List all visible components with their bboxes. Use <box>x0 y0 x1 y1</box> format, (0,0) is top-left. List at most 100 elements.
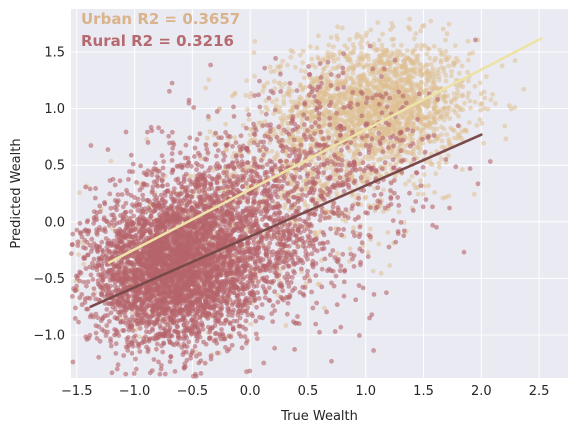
urban-point <box>328 165 334 171</box>
urban-point <box>317 180 322 186</box>
urban-point <box>451 91 457 97</box>
urban-point <box>283 323 289 328</box>
urban-point <box>295 137 300 143</box>
urban-point <box>308 44 313 50</box>
urban-point <box>444 31 450 37</box>
urban-point <box>342 96 348 102</box>
rural-point <box>127 215 133 221</box>
rural-point <box>118 259 124 265</box>
urban-point <box>305 203 311 209</box>
urban-point <box>477 80 483 86</box>
rural-point <box>188 355 194 361</box>
rural-point <box>147 216 153 222</box>
urban-point <box>335 24 340 30</box>
urban-point <box>420 191 426 197</box>
urban-point <box>432 58 437 64</box>
urban-point <box>398 78 404 84</box>
urban-point <box>345 46 350 51</box>
urban-point <box>376 241 382 247</box>
urban-point <box>321 88 327 94</box>
urban-point <box>432 85 438 91</box>
urban-point <box>488 97 494 103</box>
urban-point <box>289 99 294 104</box>
urban-point <box>423 88 428 94</box>
urban-point <box>382 113 388 119</box>
rural-point <box>89 236 95 242</box>
urban-point <box>376 37 382 43</box>
urban-point <box>479 101 485 106</box>
rural-point <box>165 182 170 188</box>
urban-point <box>368 27 374 33</box>
urban-point <box>349 119 354 125</box>
urban-point <box>429 79 435 84</box>
urban-point <box>364 110 370 116</box>
urban-point <box>389 37 395 42</box>
urban-point <box>334 115 340 121</box>
urban-point <box>303 69 308 74</box>
urban-point <box>382 155 388 160</box>
rural-point <box>256 279 261 285</box>
urban-point <box>447 116 453 121</box>
rural-point <box>91 292 96 297</box>
urban-point <box>356 134 361 140</box>
urban-point <box>207 129 213 135</box>
urban-point <box>388 27 393 32</box>
urban-point <box>391 124 396 130</box>
urban-point <box>380 31 385 37</box>
rural-point <box>112 327 117 332</box>
urban-point <box>441 126 447 132</box>
urban-point <box>368 226 373 232</box>
urban-point <box>415 125 421 131</box>
urban-point <box>405 109 411 115</box>
urban-point <box>346 66 352 71</box>
urban-point <box>481 89 487 95</box>
rural-point <box>121 353 127 358</box>
urban-point <box>460 107 466 112</box>
urban-point <box>314 79 320 85</box>
rural-point <box>229 342 235 348</box>
urban-point <box>493 101 498 106</box>
urban-point <box>418 46 424 52</box>
urban-point <box>350 67 356 72</box>
urban-point <box>439 65 444 70</box>
urban-point <box>410 60 416 66</box>
urban-point <box>427 100 433 106</box>
urban-point <box>433 171 439 177</box>
urban-point <box>431 115 437 121</box>
urban-point <box>466 120 472 125</box>
urban-point <box>290 49 296 55</box>
urban-point <box>512 105 518 110</box>
urban-point <box>243 92 249 98</box>
urban-point <box>309 109 315 115</box>
urban-point <box>325 79 331 85</box>
urban-point <box>300 178 306 184</box>
urban-point <box>444 113 449 119</box>
rural-point <box>122 312 128 318</box>
urban-point <box>441 117 447 123</box>
urban-point <box>366 87 372 92</box>
urban-point <box>344 54 349 60</box>
urban-point <box>350 70 356 76</box>
urban-point <box>481 140 486 146</box>
rural-point <box>120 328 126 333</box>
urban-point <box>490 92 496 97</box>
urban-point <box>385 132 390 137</box>
rural-point <box>128 209 134 215</box>
urban-point <box>434 126 440 132</box>
rural-point <box>94 336 100 341</box>
rural-point <box>219 312 225 318</box>
urban-point <box>394 84 400 90</box>
rural-point <box>97 203 103 209</box>
rural-point <box>247 368 253 374</box>
urban-point <box>399 100 405 105</box>
urban-point <box>446 21 452 27</box>
urban-point <box>446 137 452 142</box>
urban-point <box>400 114 406 120</box>
urban-point <box>485 106 491 112</box>
urban-point <box>285 91 291 97</box>
rural-point <box>182 361 188 367</box>
urban-point <box>349 193 355 199</box>
rural-point <box>160 349 166 355</box>
urban-point <box>335 92 341 98</box>
urban-point <box>393 105 399 111</box>
